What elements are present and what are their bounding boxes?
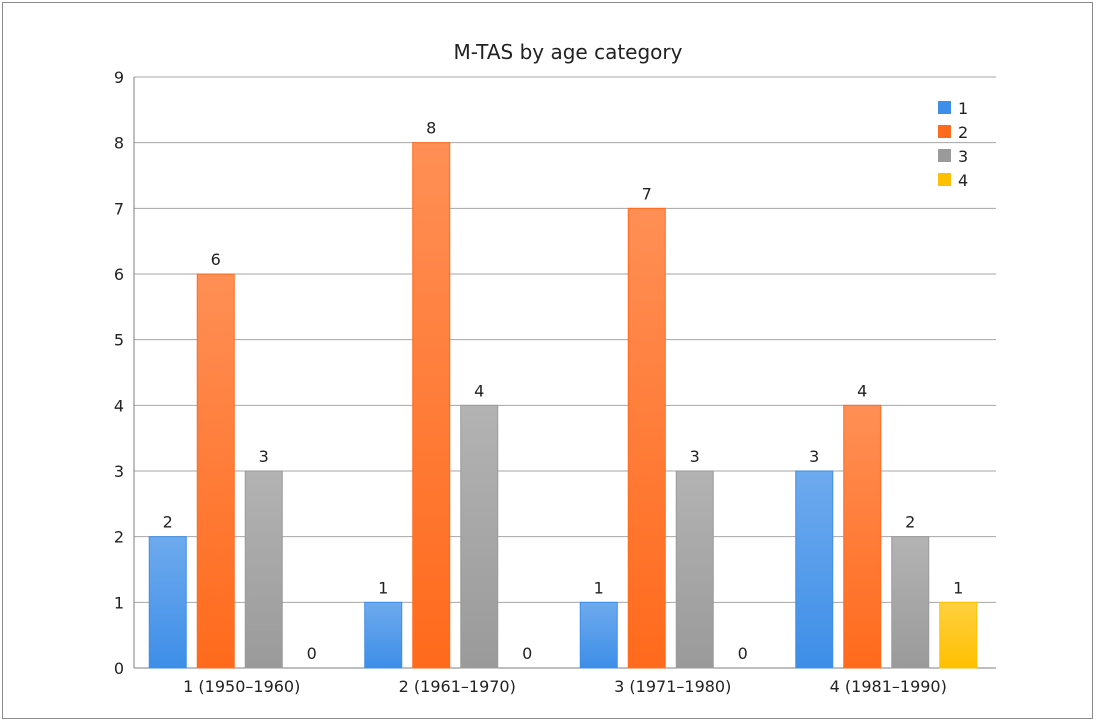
data-label: 2 — [163, 513, 173, 532]
legend-label: 1 — [958, 99, 968, 118]
data-label: 1 — [953, 578, 963, 597]
y-tick-label: 2 — [114, 528, 124, 547]
x-category-label: 4 (1981–1990) — [830, 677, 947, 696]
x-category-label: 1 (1950–1960) — [183, 677, 300, 696]
bar-series-1 — [795, 470, 834, 669]
legend-label: 3 — [958, 147, 968, 166]
data-label: 6 — [211, 250, 221, 269]
data-label: 2 — [905, 513, 915, 532]
bar-series-3 — [244, 470, 283, 669]
bar-series-2 — [196, 273, 235, 669]
y-tick-label: 6 — [114, 265, 124, 284]
y-tick-label: 5 — [114, 331, 124, 350]
legend: 1 2 3 4 — [938, 99, 968, 190]
x-axis-categories: 1 (1950–1960) 2 (1961–1970) 3 (1971–1980) 4… — [183, 677, 947, 696]
bar-series-1 — [148, 536, 187, 669]
bar-series-4 — [939, 601, 978, 669]
y-tick-label: 0 — [114, 659, 124, 678]
legend-swatch — [938, 149, 951, 162]
data-label: 8 — [426, 119, 436, 138]
bar-series-3 — [460, 404, 499, 669]
legend-label: 2 — [958, 123, 968, 142]
x-category-label: 2 (1961–1970) — [399, 677, 516, 696]
bar-series-2 — [627, 207, 666, 669]
legend-label: 4 — [958, 171, 968, 190]
data-label: 7 — [642, 184, 652, 203]
legend-swatch — [938, 125, 951, 138]
data-label: 4 — [474, 381, 484, 400]
data-label: 0 — [738, 644, 748, 663]
y-tick-label: 8 — [114, 134, 124, 153]
bar-series-2 — [412, 142, 451, 669]
y-axis-ticks: 0 1 2 3 4 5 6 7 8 9 — [114, 68, 124, 678]
data-label: 4 — [857, 381, 867, 400]
data-label: 3 — [690, 447, 700, 466]
data-labels: 2 6 3 0 1 8 4 0 1 7 3 0 3 4 2 1 — [163, 119, 964, 663]
bar-series-1 — [579, 601, 618, 669]
data-label: 3 — [809, 447, 819, 466]
bar-series-2 — [843, 404, 882, 669]
legend-swatch — [938, 173, 951, 186]
data-label: 0 — [522, 644, 532, 663]
data-label: 1 — [594, 578, 604, 597]
chart-title: M-TAS by age category — [454, 40, 683, 64]
bar-series-1 — [364, 601, 403, 669]
data-label: 3 — [259, 447, 269, 466]
y-tick-label: 9 — [114, 68, 124, 87]
y-tick-label: 7 — [114, 199, 124, 218]
bar-series-3 — [891, 536, 930, 669]
bar-series-3 — [675, 470, 714, 669]
data-label: 1 — [378, 578, 388, 597]
y-tick-label: 4 — [114, 396, 124, 415]
data-label: 0 — [307, 644, 317, 663]
y-tick-label: 3 — [114, 462, 124, 481]
x-category-label: 3 (1971–1980) — [614, 677, 731, 696]
y-tick-label: 1 — [114, 593, 124, 612]
bars — [148, 142, 978, 669]
legend-swatch — [938, 101, 951, 114]
